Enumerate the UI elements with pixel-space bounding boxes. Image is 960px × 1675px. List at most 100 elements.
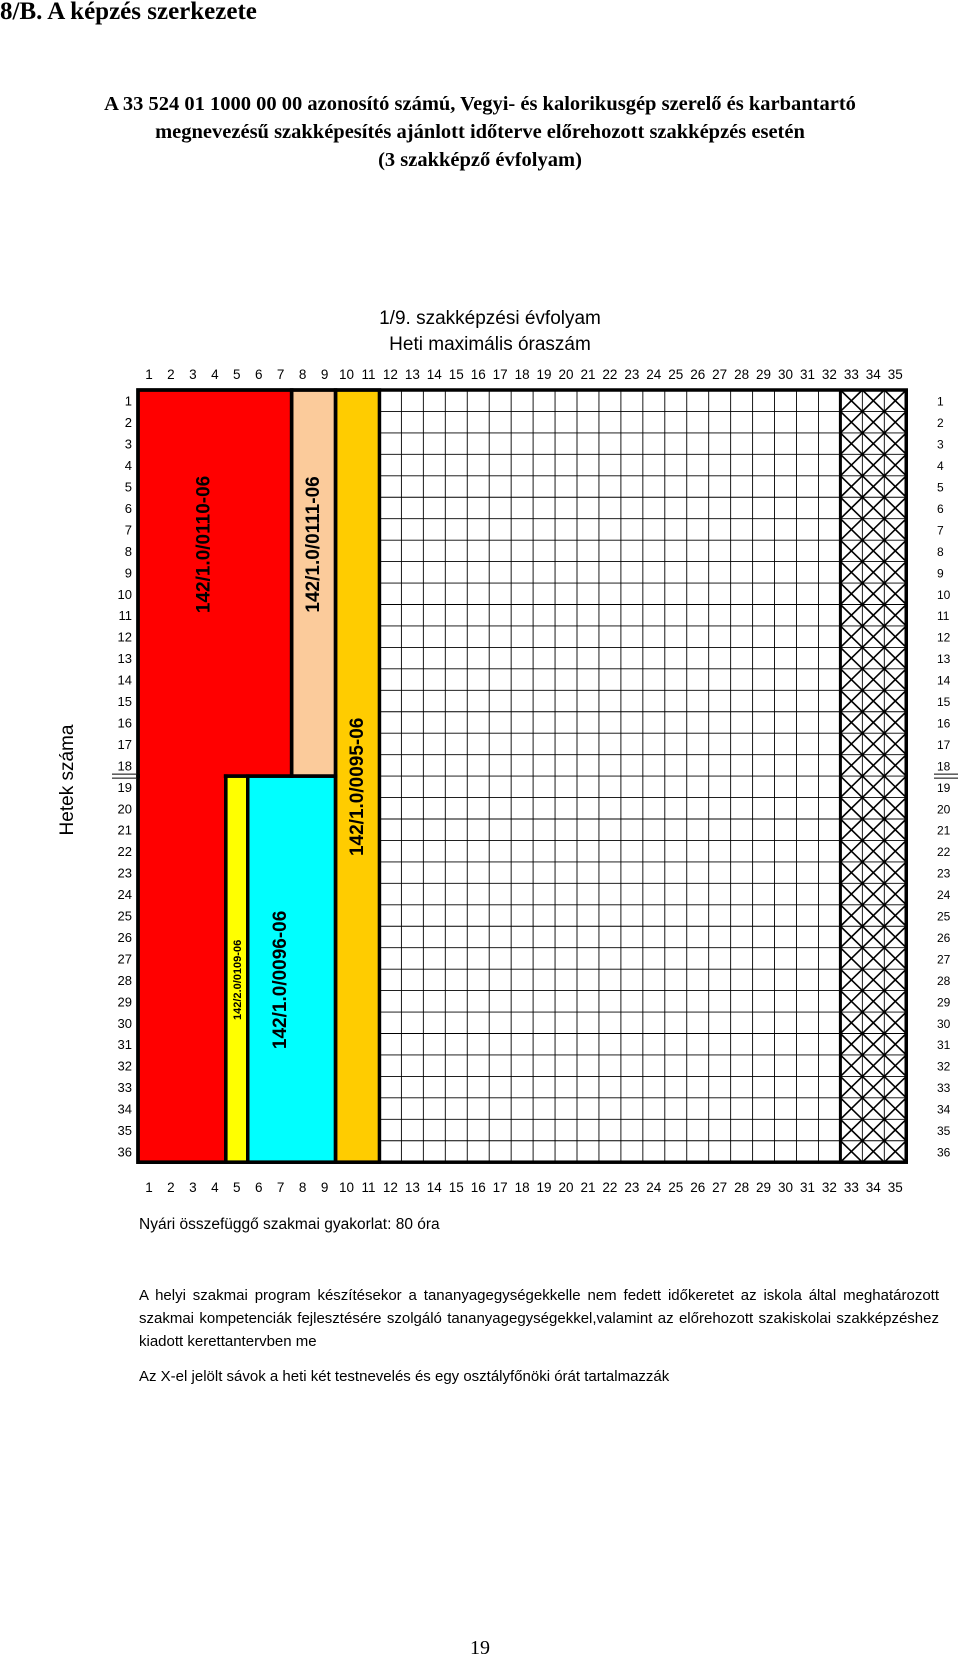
cross-stroke (839, 582, 863, 606)
x-tick-top: 21 (580, 367, 595, 382)
crossed-columns-note: Az X-el jelölt sávok a heti két testneve… (139, 1368, 670, 1385)
y-tick-left: 14 (118, 673, 132, 688)
cross-stroke (883, 947, 907, 970)
cross-stroke (839, 518, 863, 541)
y-tick-right: 22 (937, 845, 951, 859)
y-tick-right: 4 (937, 459, 944, 473)
x-tick-top: 15 (449, 367, 464, 382)
y-tick-left: 6 (125, 501, 132, 516)
y-tick-right: 10 (937, 588, 951, 602)
cross-stroke (839, 668, 863, 691)
cross-stroke (883, 646, 907, 670)
x-tick-top: 13 (405, 367, 420, 382)
cross-stroke (883, 668, 907, 691)
x-tick-bottom: 32 (822, 1180, 837, 1195)
cross-stroke (839, 882, 863, 906)
y-tick-left: 7 (125, 522, 132, 537)
y-tick-right: 26 (937, 931, 951, 945)
cross-stroke (861, 1011, 885, 1035)
cross-stroke (861, 561, 885, 584)
y-tick-right: 13 (937, 652, 951, 666)
x-tick-top: 23 (624, 367, 639, 382)
y-tick-left: 12 (118, 630, 132, 645)
y-tick-right: 2 (937, 416, 944, 430)
cross-stroke (861, 646, 885, 670)
block-label: 142/2.0/0109-06 (232, 940, 244, 1020)
x-tick-top: 24 (646, 367, 662, 382)
cross-stroke (839, 689, 863, 713)
y-tick-left: 13 (118, 651, 132, 666)
x-tick-bottom: 12 (383, 1180, 398, 1195)
block-4 (225, 776, 248, 1163)
x-tick-bottom: 28 (734, 1180, 749, 1195)
cross-stroke (861, 1032, 885, 1056)
x-tick-bottom: 21 (580, 1180, 595, 1195)
cross-stroke (861, 818, 885, 842)
x-tick-bottom: 3 (189, 1180, 197, 1195)
x-tick-top: 3 (189, 367, 197, 382)
cross-stroke (839, 947, 863, 970)
cross-stroke (839, 732, 863, 756)
x-tick-top: 20 (559, 367, 574, 382)
x-tick-bottom: 7 (277, 1180, 285, 1195)
y-tick-left: 15 (118, 694, 132, 709)
y-tick-right: 36 (937, 1145, 951, 1159)
chart-title: 1/9. szakképzési évfolyam Heti maximális… (280, 306, 700, 358)
x-tick-top: 16 (471, 367, 486, 382)
x-tick-bottom: 27 (712, 1180, 727, 1195)
y-tick-right: 12 (937, 631, 951, 645)
cross-stroke (839, 389, 863, 413)
y-axis-title: Hetek száma (57, 724, 78, 835)
x-tick-top: 14 (427, 367, 443, 382)
cross-stroke (883, 603, 907, 627)
x-tick-bottom: 35 (888, 1180, 903, 1195)
cross-stroke (883, 861, 907, 884)
title-line-1: A 33 524 01 1000 00 00 azonosító számú, … (104, 93, 856, 115)
x-tick-top: 12 (383, 367, 398, 382)
y-tick-left: 34 (118, 1102, 132, 1117)
cross-stroke (861, 389, 885, 413)
x-tick-top: 5 (233, 367, 241, 382)
cross-stroke (839, 1140, 863, 1163)
x-tick-bottom: 18 (515, 1180, 530, 1195)
block-0 (138, 390, 292, 777)
block-outlines (136, 388, 908, 1164)
cross-stroke (883, 1075, 907, 1099)
y-tick-left: 11 (119, 608, 133, 623)
y-tick-right: 30 (937, 1017, 951, 1031)
block-2 (291, 390, 336, 777)
y-tick-left: 22 (118, 844, 132, 859)
x-tick-bottom: 29 (756, 1180, 771, 1195)
y-tick-right: 31 (937, 1038, 951, 1052)
cross-stroke (839, 754, 863, 777)
cross-stroke (839, 561, 863, 584)
x-tick-bottom: 2 (167, 1180, 175, 1195)
block-label: 142/1.0/0095-06 (347, 718, 368, 856)
y-tick-right: 23 (937, 867, 951, 881)
cross-stroke (839, 1032, 863, 1056)
block-label: 142/1.0/0111-06 (303, 476, 324, 612)
chart-title-year: 1/9. szakképzési évfolyam (379, 308, 601, 329)
cross-stroke (883, 561, 907, 584)
y-tick-right: 25 (937, 910, 951, 924)
cross-stroke (883, 1032, 907, 1056)
y-tick-left: 3 (125, 437, 132, 452)
y-tick-right: 1 (937, 395, 944, 409)
y-tick-left: 10 (118, 587, 132, 602)
y-tick-right: 28 (937, 974, 951, 988)
cross-stroke (861, 1075, 885, 1099)
block-labels: 142/1.0/0110-06 142/1.0/0111-06 142/1.0/00… (193, 476, 368, 1049)
x-tick-bottom: 17 (493, 1180, 508, 1195)
cross-stroke (861, 668, 885, 691)
block-5 (247, 776, 336, 1163)
y-tick-right: 7 (937, 523, 944, 537)
cross-stroke (839, 1011, 863, 1035)
y-tick-left: 1 (125, 394, 132, 409)
x-tick-bottom: 5 (233, 1180, 241, 1195)
x-tick-top: 9 (321, 367, 329, 382)
cross-stroke (861, 861, 885, 884)
cross-stroke (861, 603, 885, 627)
cross-stroke (839, 968, 863, 992)
chart-title-hours: Heti maximális óraszám (389, 334, 591, 355)
cross-stroke (883, 754, 907, 777)
